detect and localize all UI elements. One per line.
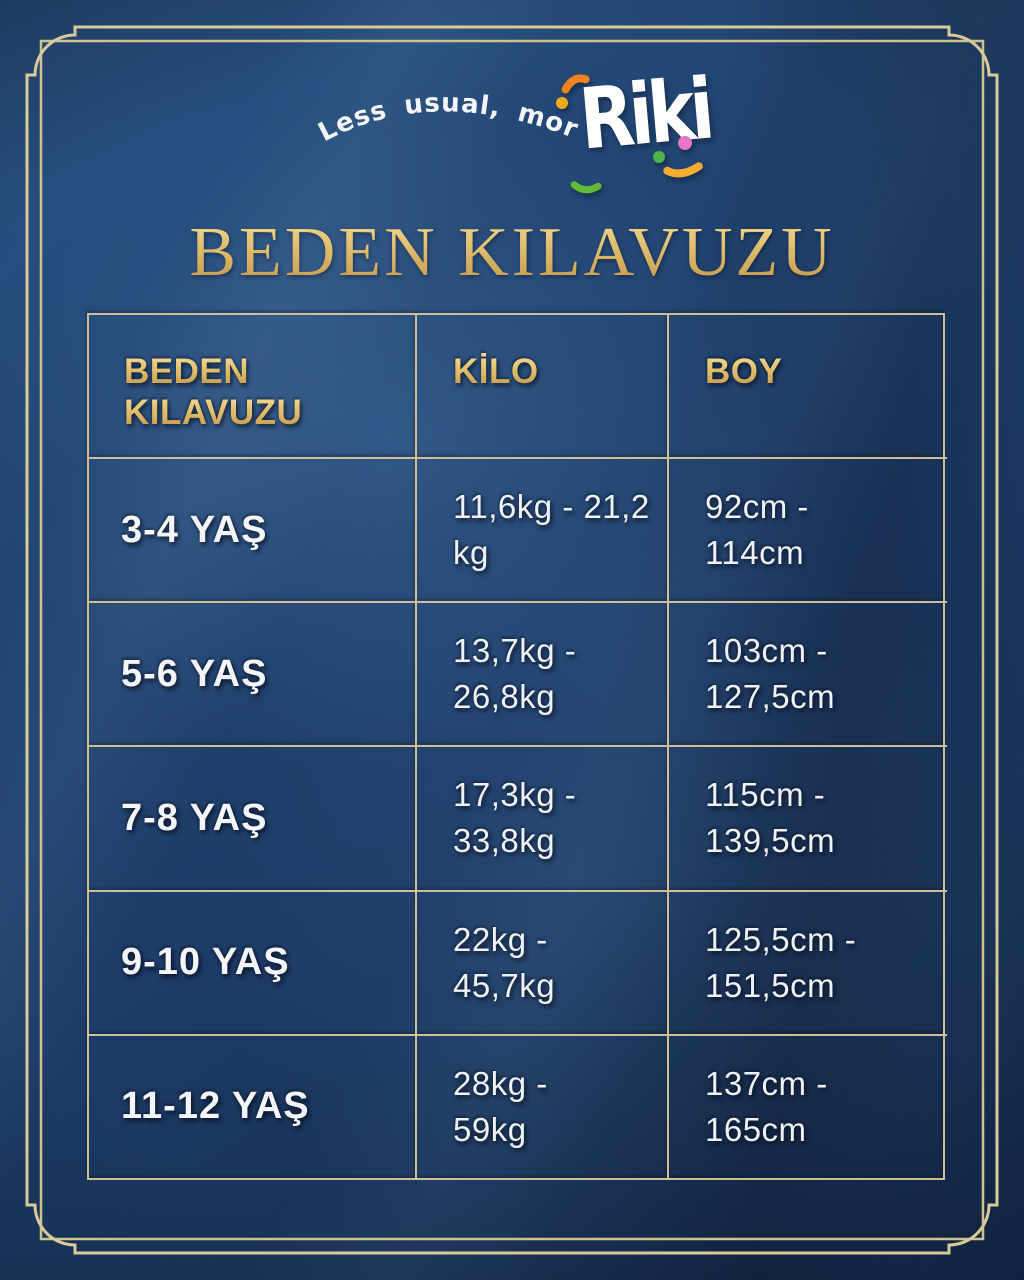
age-cell: 3-4 YAŞ	[89, 457, 415, 601]
logo-green-dot-icon	[653, 151, 665, 163]
col-header-boy: BOY	[667, 315, 947, 457]
col-header-beden-kilavuzu: BEDEN KILAVUZU	[89, 315, 415, 457]
brand-wordmark: Riki	[556, 60, 740, 200]
boy-cell: 115cm - 139,5cm	[667, 745, 947, 890]
frame-inner-line	[39, 39, 985, 1241]
kilo-cell: 11,6kg - 21,2 kg	[415, 457, 667, 602]
boy-cell: 92cm - 114cm	[667, 457, 947, 602]
kilo-cell: 13,7kg - 26,8kg	[415, 601, 667, 746]
age-cell: 9-10 YAŞ	[89, 889, 415, 1034]
col-header-label: BOY	[705, 352, 783, 391]
kilo-cell: 17,3kg - 33,8kg	[415, 745, 667, 890]
boy-cell: 103cm - 127,5cm	[667, 601, 947, 746]
logo-orange-dash-icon	[561, 74, 590, 94]
size-table: BEDEN KILAVUZU KİLO BOY 3-4 YAŞ 11,6kg -…	[87, 313, 947, 1180]
brand-wordmark-text: Riki	[575, 59, 714, 169]
boy-cell: 137cm - 165cm	[667, 1033, 947, 1178]
logo-amber-dash-icon	[663, 162, 703, 178]
brand-tagline-text: Less usual, more	[309, 57, 583, 148]
logo-pink-dot-icon	[678, 136, 692, 150]
brand-tagline-arc: Less usual, more	[309, 57, 582, 148]
age-cell: 11-12 YAŞ	[89, 1033, 415, 1178]
col-header-kilo: KİLO	[415, 315, 667, 457]
kilo-cell: 22kg - 45,7kg	[415, 889, 667, 1034]
frame-outer-line	[25, 25, 999, 1255]
col-header-label: KİLO	[453, 352, 539, 391]
logo-yellow-dot-icon	[556, 97, 568, 109]
brand-logo: Less usual, more Riki	[0, 0, 1024, 220]
kilo-cell: 28kg - 59kg	[415, 1033, 667, 1178]
logo-lime-dash-icon	[570, 181, 602, 194]
boy-cell: 125,5cm - 151,5cm	[667, 889, 947, 1034]
page-title: BEDEN KILAVUZU	[0, 213, 1024, 293]
age-cell: 7-8 YAŞ	[89, 745, 415, 889]
age-cell: 5-6 YAŞ	[89, 601, 415, 745]
col-header-label: BEDEN KILAVUZU	[124, 352, 303, 433]
